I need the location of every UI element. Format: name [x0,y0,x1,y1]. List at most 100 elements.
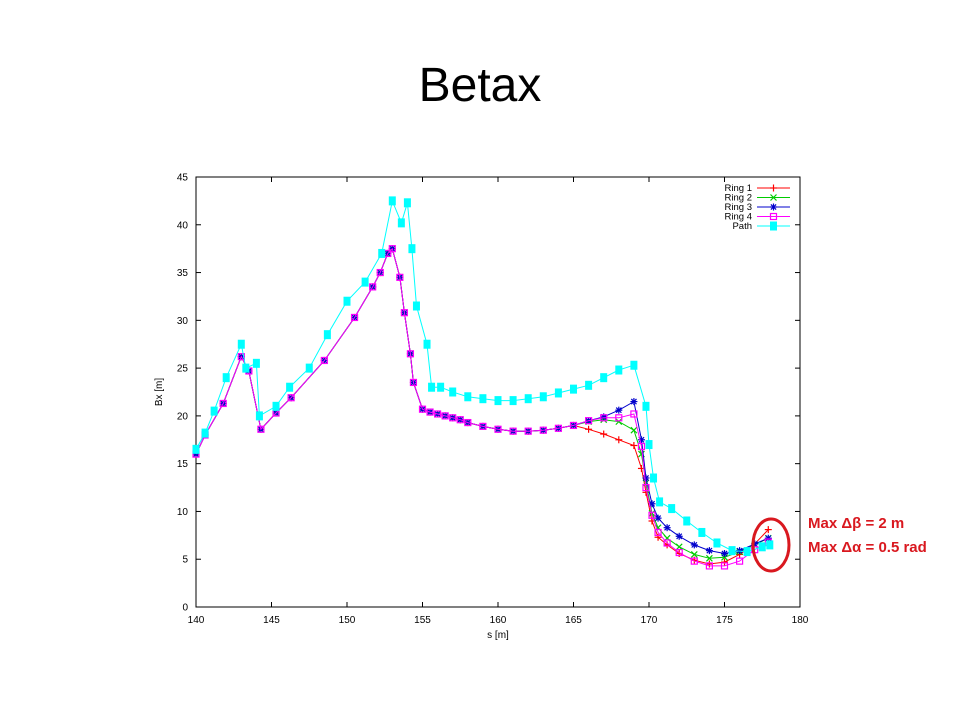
legend-marker [770,203,777,211]
data-point [437,382,445,392]
x-tick-label: 180 [792,615,809,626]
data-point [320,356,328,365]
data-point [630,426,638,434]
data-point [600,430,608,438]
legend-marker [770,194,777,201]
data-point [479,394,487,404]
data-point [441,412,449,420]
data-point [408,244,416,254]
data-point [554,424,563,432]
series-markers-ring-2 [192,245,772,562]
data-point [600,414,608,422]
y-tick-label: 40 [177,220,189,231]
data-point [569,421,578,430]
data-point [219,399,227,408]
data-point [570,384,577,394]
max-delta-alpha-text: Max Δα = 0.5 rad [808,539,927,556]
data-point [668,504,676,514]
data-point [400,309,408,317]
data-point [192,444,200,454]
y-tick-label: 45 [177,173,189,184]
data-point [479,422,487,430]
data-point [494,396,502,406]
y-tick-label: 20 [177,411,189,422]
data-point [350,313,359,322]
data-point [720,562,729,570]
y-ticks: 0 5 10 15 20 25 30 35 40 45 [177,173,800,614]
data-point [764,526,772,534]
data-point [434,410,442,418]
data-point [656,497,664,507]
plot-marks [192,196,774,570]
x-tick-label: 170 [641,615,658,626]
data-point [252,358,260,368]
legend-marker [769,212,778,221]
data-point [705,562,714,570]
legend-label: Ring 4 [725,212,752,223]
data-point [766,540,774,550]
legend-label: Ring 1 [725,183,752,194]
data-point [584,417,593,425]
data-point [713,538,721,548]
data-point [721,558,728,566]
data-point [426,408,434,416]
data-point [361,277,369,287]
x-tick-label: 155 [414,615,431,626]
data-point [210,406,218,416]
data-point [721,549,728,557]
x-tick-label: 145 [263,615,280,626]
y-tick-label: 25 [177,364,189,375]
data-point [690,557,698,565]
y-tick-label: 15 [177,459,189,470]
data-point [615,406,623,414]
data-point [642,401,650,411]
legend-label: Ring 3 [725,202,752,213]
highlight-circle [751,517,791,573]
data-point [418,405,427,413]
data-point [615,418,623,426]
series-markers-path [192,196,774,557]
max-delta-beta-text: Max Δβ = 2 m [808,515,905,532]
data-point [630,442,638,450]
data-point [690,551,698,558]
data-point [237,339,245,349]
data-point [637,442,646,451]
legend-label: Path [732,221,752,232]
data-point [369,283,377,291]
data-point [539,426,547,434]
data-point [242,363,250,373]
x-tick-label: 140 [188,615,205,626]
data-point [705,554,713,562]
data-point [663,539,671,547]
data-point [630,398,638,406]
data-point [764,534,772,542]
data-point [376,268,384,277]
data-point [388,196,396,206]
y-tick-label: 5 [182,555,188,566]
data-point [343,296,351,306]
data-point [397,218,405,228]
data-point [705,547,713,555]
data-point [615,365,623,375]
data-point [585,380,593,390]
data-point [509,427,517,435]
data-point [494,425,502,433]
data-point [456,416,464,424]
data-point [675,543,683,551]
data-point [600,373,608,383]
data-point [272,401,280,411]
x-tick-label: 175 [716,615,733,626]
data-point [464,392,472,402]
data-point [409,378,418,387]
data-point [255,411,263,421]
series-line-ring-4 [195,247,769,567]
x-axis-label: s [m] [487,630,509,641]
slide-title: Betax [418,59,542,112]
data-point [509,396,517,406]
data-point [743,547,751,557]
annotation: Max Δβ = 2 m Max Δα = 0.5 rad [808,512,927,560]
data-point [286,382,294,392]
legend-label: Ring 2 [725,193,752,204]
data-point [412,301,420,311]
